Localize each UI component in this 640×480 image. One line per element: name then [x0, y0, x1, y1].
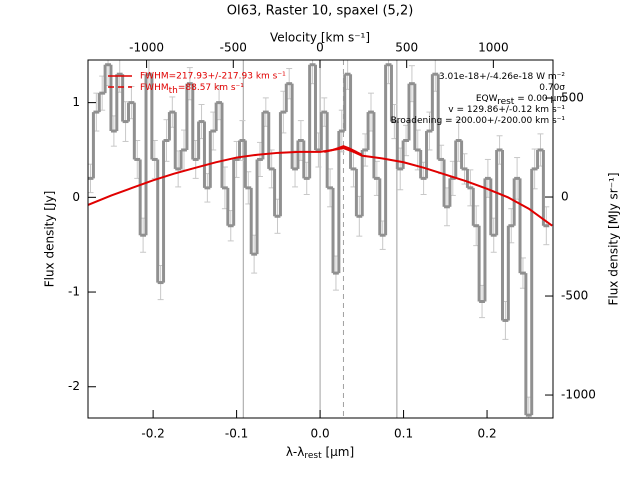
legend-label-part: FWHM: [140, 83, 169, 93]
annotation-part: Broadening = 200.00+/-200.00 km s⁻¹: [391, 116, 566, 126]
x-tick-label: -0.1: [225, 427, 248, 441]
annotation-part: v = 129.86+/-0.12 km s⁻¹: [448, 105, 565, 115]
annotation: 0.70σ: [539, 83, 565, 93]
annotation: 3.01e-18+/-4.26e-18 W m⁻²: [439, 72, 566, 82]
chart-title: OI63, Raster 10, spaxel (5,2): [227, 4, 414, 19]
y2-tick-label: -1000: [561, 388, 596, 402]
annotation-part: 0.70σ: [539, 83, 565, 93]
annotation-part: = 0.00 μm: [514, 94, 565, 104]
y-tick-label: 0: [72, 190, 80, 204]
x-tick-label: 0.1: [394, 427, 413, 441]
x-axis-label-part: rest: [304, 451, 322, 461]
legend-label: FWHMth=88.57 km s⁻¹: [140, 83, 244, 96]
annotation-part: 3.01e-18+/-4.26e-18 W m⁻²: [439, 72, 566, 82]
x-axis-label: λ-λrest [μm]: [286, 445, 354, 461]
x2-tick-label: 1000: [478, 41, 509, 55]
legend-label: FWHM=217.93+/-217.93 km s⁻¹: [140, 72, 286, 82]
annotation: Broadening = 200.00+/-200.00 km s⁻¹: [391, 116, 566, 126]
y2-tick-label: -500: [561, 289, 588, 303]
y2-axis-label: Flux density [MJy sr⁻¹]: [607, 172, 621, 305]
x-tick-label: 0.0: [311, 427, 330, 441]
y-axis-label: Flux density [Jy]: [43, 191, 57, 288]
model-curve: [324, 145, 363, 156]
x-axis-label-part: [μm]: [322, 445, 355, 459]
y2-tick-label: 0: [561, 190, 569, 204]
x2-tick-label: -500: [220, 41, 247, 55]
x-tick-label: -0.2: [141, 427, 164, 441]
annotation: EQWrest = 0.00 μm: [476, 94, 565, 107]
y-tick-label: -1: [68, 285, 80, 299]
x-axis-label-part: λ-λ: [286, 445, 305, 459]
y-tick-label: -2: [68, 379, 80, 393]
x-tick-label: 0.2: [478, 427, 497, 441]
x2-axis-label: Velocity [km s⁻¹]: [270, 31, 370, 45]
x2-tick-label: -1000: [129, 41, 164, 55]
x2-tick-label: 500: [395, 41, 418, 55]
annotation-part: EQW: [476, 94, 498, 104]
x2-tick-label: 0: [316, 41, 324, 55]
legend-label-part: th: [169, 86, 178, 96]
y2-tick-label: 500: [561, 91, 584, 105]
legend-label-part: =88.57 km s⁻¹: [178, 83, 244, 93]
annotation-part: rest: [497, 97, 515, 107]
annotation: v = 129.86+/-0.12 km s⁻¹: [448, 105, 565, 115]
y-tick-label: 1: [72, 95, 80, 109]
